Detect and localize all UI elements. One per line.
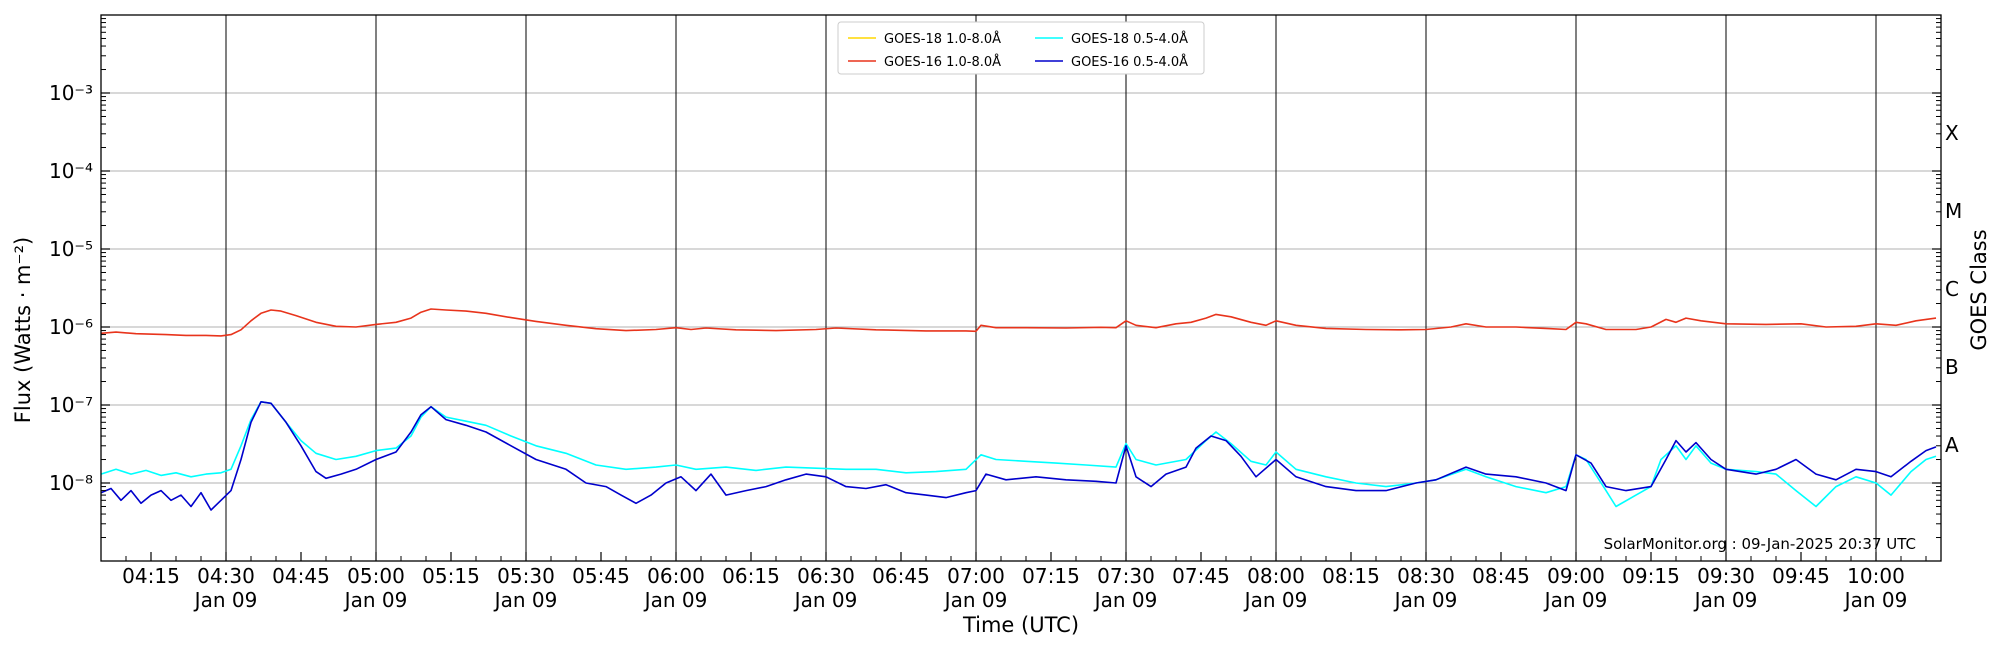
x-tick-label: 05:15: [422, 564, 480, 588]
x-tick-label: 07:00: [947, 564, 1005, 588]
x-tick-date-label: Jan 09: [343, 588, 408, 612]
legend-label: GOES-18 0.5-4.0Å: [1071, 31, 1188, 47]
y-tick-label: 10⁻³: [49, 81, 93, 105]
plot-frame: [100, 14, 1942, 562]
x-tick-label: 06:15: [722, 564, 780, 588]
day-divider-lines: [225, 15, 1877, 561]
goes-class-label: A: [1945, 433, 1959, 457]
x-tick-label: 04:45: [272, 564, 330, 588]
y-axis-title: Flux (Watts · m⁻²): [11, 237, 35, 423]
axis-ticks: [100, 18, 1941, 561]
y-tick-label: 10⁻⁴: [49, 159, 93, 183]
x-tick-label: 08:30: [1397, 564, 1455, 588]
x-tick-label: 07:45: [1172, 564, 1230, 588]
x-tick-label: 05:30: [497, 564, 555, 588]
x-tick-label: 08:15: [1322, 564, 1380, 588]
x-tick-label: 08:00: [1247, 564, 1305, 588]
x-tick-label: 08:45: [1472, 564, 1530, 588]
goes-class-labels: X M C B A: [1945, 121, 1962, 457]
x-axis-title: Time (UTC): [962, 613, 1079, 637]
legend-label: GOES-16 1.0-8.0Å: [884, 54, 1001, 70]
y-tick-label: 10⁻⁶: [49, 315, 93, 339]
x-tick-label: 07:30: [1097, 564, 1155, 588]
x-tick-date-label: Jan 09: [643, 588, 708, 612]
y-tick-label: 10⁻⁸: [49, 471, 93, 495]
x-tick-label: 06:00: [647, 564, 705, 588]
x-tick-label: 10:00: [1847, 564, 1905, 588]
x-tick-date-label: Jan 09: [1693, 588, 1758, 612]
x-tick-label: 09:45: [1772, 564, 1830, 588]
x-tick-date-label: Jan 09: [193, 588, 258, 612]
y-tick-label: 10⁻⁵: [49, 237, 93, 261]
x-tick-date-label: Jan 09: [1393, 588, 1458, 612]
goes-class-label: B: [1945, 355, 1959, 379]
x-tick-date-label: Jan 09: [1543, 588, 1608, 612]
goes-class-label: X: [1945, 121, 1959, 145]
legend-label: GOES-16 0.5-4.0Å: [1071, 54, 1188, 70]
x-tick-label: 06:45: [872, 564, 930, 588]
x-tick-label: 06:30: [797, 564, 855, 588]
x-tick-date-label: Jan 09: [493, 588, 558, 612]
x-tick-label: 04:30: [197, 564, 255, 588]
x-tick-date-label: Jan 09: [1093, 588, 1158, 612]
x-tick-label: 09:15: [1622, 564, 1680, 588]
y-tick-label: 10⁻⁷: [49, 393, 93, 417]
legend-box: [837, 21, 1205, 75]
series-line: [100, 401, 1937, 511]
x-tick-date-label: Jan 09: [1843, 588, 1908, 612]
right-axis-title: GOES Class: [1967, 229, 1991, 350]
legend-label: GOES-18 1.0-8.0Å: [884, 31, 1001, 47]
x-tick-date-label: Jan 09: [793, 588, 858, 612]
data-series: [100, 308, 1937, 511]
legend: GOES-18 1.0-8.0Å GOES-16 1.0-8.0Å GOES-18 …: [837, 21, 1205, 75]
x-tick-label: 05:45: [572, 564, 630, 588]
x-tick-label: 07:15: [1022, 564, 1080, 588]
x-tick-date-label: Jan 09: [943, 588, 1008, 612]
timestamp-annotation: SolarMonitor.org : 09-Jan-2025 20:37 UTC: [1604, 535, 1916, 553]
x-tick-label: 09:30: [1697, 564, 1755, 588]
x-tick-label: 05:00: [347, 564, 405, 588]
goes-class-label: C: [1945, 277, 1959, 301]
x-tick-label: 09:00: [1547, 564, 1605, 588]
x-tick-date-label: Jan 09: [1243, 588, 1308, 612]
y-tick-labels: 10⁻³ 10⁻⁴ 10⁻⁵ 10⁻⁶ 10⁻⁷ 10⁻⁸: [49, 81, 93, 495]
series-line: [100, 401, 1937, 508]
goes-class-label: M: [1945, 199, 1962, 223]
series-line: [100, 308, 1937, 337]
x-tick-label: 04:15: [122, 564, 180, 588]
